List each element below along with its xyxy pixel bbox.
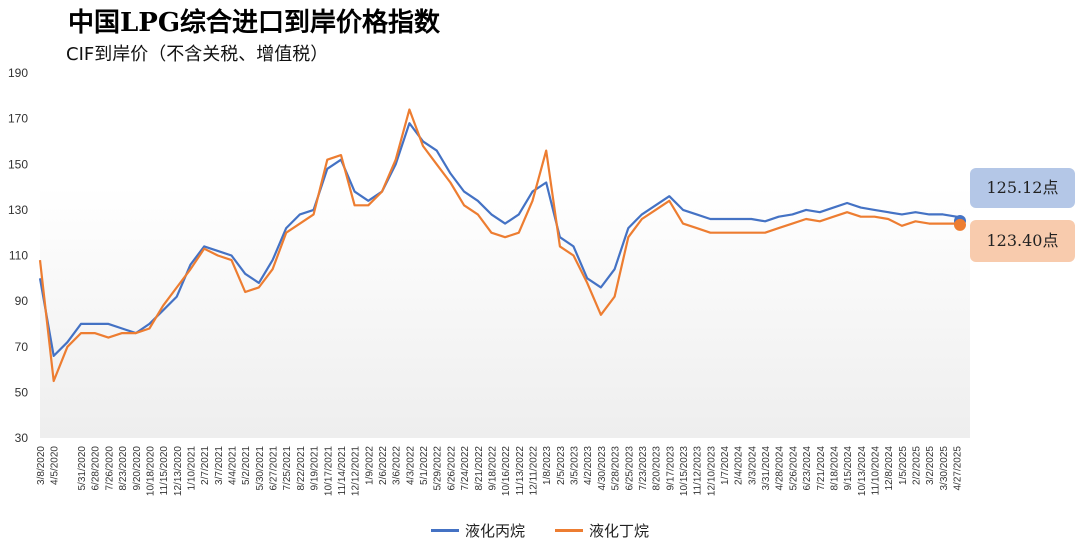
legend-label-butane: 液化丁烷	[589, 522, 650, 540]
y-tick-label: 70	[15, 340, 29, 354]
legend-item-butane[interactable]: 液化丁烷	[555, 520, 649, 541]
x-tick-label: 3/3/2024	[747, 446, 758, 485]
x-tick-label: 7/24/2022	[460, 446, 471, 491]
x-tick-label: 11/15/2020	[159, 446, 170, 496]
x-tick-label: 8/18/2024	[829, 446, 840, 491]
x-tick-label: 10/16/2022	[501, 446, 512, 496]
x-tick-label: 4/30/2023	[597, 446, 608, 491]
x-tick-label: 5/29/2022	[433, 446, 444, 491]
x-tick-label: 8/20/2023	[652, 446, 663, 491]
x-tick-label: 9/15/2024	[843, 446, 854, 491]
x-tick-label: 6/23/2024	[802, 446, 813, 491]
x-tick-label: 3/31/2024	[761, 446, 772, 491]
x-tick-label: 7/25/2021	[282, 446, 293, 491]
propane-line	[38, 122, 961, 357]
x-tick-label: 8/21/2022	[474, 446, 485, 491]
x-tick-label: 5/26/2024	[788, 446, 799, 491]
x-tick-label: 1/7/2024	[720, 446, 731, 485]
x-tick-label: 3/6/2022	[392, 446, 403, 485]
x-tick-label: 12/13/2020	[173, 446, 184, 496]
x-tick-label: 12/12/2021	[351, 446, 362, 496]
x-tick-label: 12/11/2022	[528, 446, 539, 496]
x-tick-label: 8/23/2020	[118, 446, 129, 491]
x-tick-label: 10/15/2023	[679, 446, 690, 496]
x-tick-label: 9/19/2021	[310, 446, 321, 491]
x-tick-label: 9/18/2022	[487, 446, 498, 491]
x-tick-label: 3/5/2023	[570, 446, 581, 485]
x-tick-label: 10/18/2020	[145, 446, 156, 496]
legend-swatch-propane	[430, 529, 459, 532]
x-tick-label: 11/12/2023	[693, 446, 704, 496]
chart-legend: 液化丙烷 液化丁烷	[0, 520, 1080, 541]
x-tick-label: 1/9/2022	[364, 446, 375, 485]
x-tick-label: 11/14/2021	[337, 446, 348, 496]
x-tick-label: 5/31/2020	[77, 446, 88, 491]
x-tick-label: 7/23/2023	[638, 446, 649, 491]
x-tick-label: 10/17/2021	[323, 446, 334, 496]
y-tick-label: 110	[9, 249, 28, 263]
x-tick-label: 3/8/2020	[36, 446, 47, 485]
y-tick-label: 30	[15, 431, 29, 445]
x-tick-label: 2/5/2023	[556, 446, 567, 485]
x-tick-label: 12/8/2024	[884, 446, 895, 491]
y-tick-label: 50	[15, 385, 29, 399]
y-tick-label: 130	[8, 203, 28, 217]
x-tick-label: 2/7/2021	[200, 446, 211, 485]
x-tick-label: 4/2/2023	[583, 446, 594, 485]
x-axis: 3/8/2020 4/5/2020 5/31/2020 6/28/2020 7/26/2…	[36, 446, 964, 496]
butane-line	[38, 108, 961, 383]
x-tick-label: 2/6/2022	[378, 446, 389, 485]
legend-item-propane[interactable]: 液化丙烷	[430, 520, 525, 541]
x-tick-label: 4/4/2021	[228, 446, 239, 485]
x-tick-label: 12/10/2023	[706, 446, 717, 496]
x-tick-label: 4/28/2024	[775, 446, 786, 491]
y-axis: 30 50 70 90 110 130 150 170 190	[8, 66, 28, 445]
x-tick-label: 11/13/2022	[515, 446, 526, 496]
chart-title: 中国LPG综合进口到岸价格指数	[68, 8, 441, 38]
x-tick-label: 5/30/2021	[255, 446, 266, 491]
x-tick-label: 3/7/2021	[214, 446, 225, 485]
y-tick-label: 90	[15, 294, 29, 308]
series-lines	[38, 108, 961, 383]
x-tick-label: 2/4/2024	[734, 446, 745, 485]
propane-value-callout: 125.12点	[970, 168, 1075, 208]
y-tick-label: 170	[8, 112, 28, 126]
x-tick-label: 9/17/2023	[665, 446, 676, 491]
x-tick-label: 3/2/2025	[925, 446, 936, 485]
x-tick-label: 6/26/2022	[446, 446, 457, 491]
x-tick-label: 2/2/2025	[912, 446, 923, 485]
x-tick-label: 6/27/2021	[269, 446, 280, 491]
x-tick-label: 5/2/2021	[241, 446, 252, 485]
chart-subtitle: CIF到岸价（不含关税、增值税）	[66, 44, 329, 65]
x-tick-label: 7/21/2024	[816, 446, 827, 491]
legend-swatch-butane	[555, 529, 583, 532]
x-tick-label: 1/8/2023	[542, 446, 553, 485]
x-tick-label: 4/27/2025	[953, 446, 964, 491]
x-tick-label: 7/26/2020	[104, 446, 115, 491]
x-tick-label: 5/28/2023	[611, 446, 622, 491]
plot-background	[40, 186, 970, 438]
x-tick-label: 6/28/2020	[91, 446, 102, 491]
butane-value-callout: 123.40点	[970, 220, 1075, 262]
x-tick-label: 1/10/2021	[186, 446, 197, 491]
x-tick-label: 4/3/2022	[405, 446, 416, 485]
x-tick-label: 5/1/2022	[419, 446, 430, 485]
y-tick-label: 150	[8, 157, 28, 171]
x-tick-label: 1/5/2025	[898, 446, 909, 485]
x-tick-label: 3/30/2025	[939, 446, 950, 491]
x-tick-label: 8/22/2021	[296, 446, 307, 491]
butane-endpoint-marker	[954, 218, 966, 231]
y-tick-label: 190	[8, 66, 28, 80]
x-tick-label: 11/10/2024	[870, 446, 881, 496]
x-tick-label: 4/5/2020	[50, 446, 61, 485]
x-tick-label: 6/25/2023	[624, 446, 635, 491]
legend-label-propane: 液化丙烷	[464, 522, 525, 540]
series-endpoints	[954, 215, 966, 231]
x-tick-label: 10/13/2024	[857, 446, 868, 496]
x-tick-label: 9/20/2020	[132, 446, 143, 491]
